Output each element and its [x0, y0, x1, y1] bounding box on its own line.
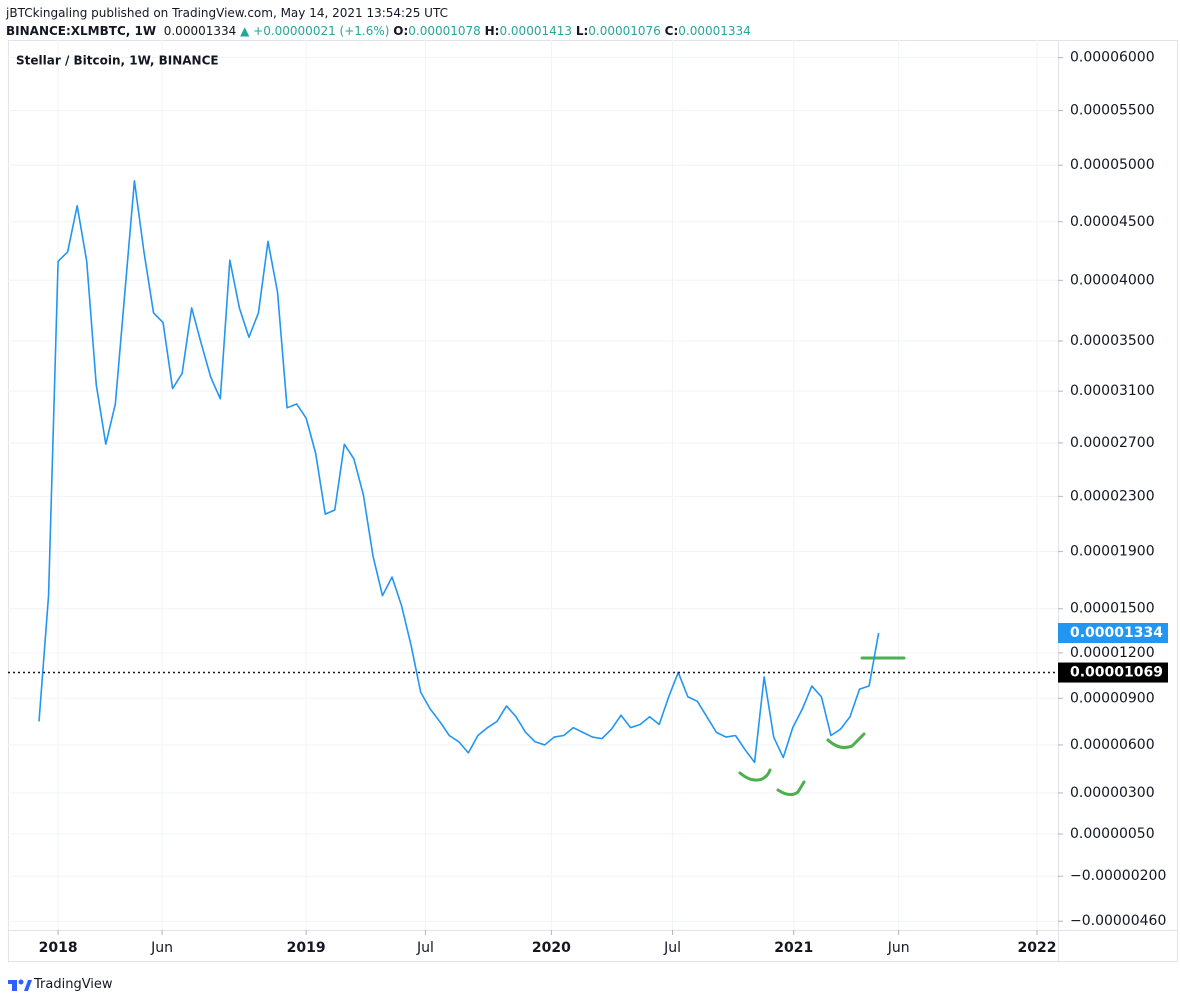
- y-tick-label: 0.00001500: [1070, 601, 1155, 617]
- ohlc-value: 0.00001078: [408, 24, 481, 38]
- x-tick-label: 2018: [39, 940, 78, 956]
- y-tick-label: 0.00000600: [1070, 737, 1155, 753]
- x-tick-label: 2020: [532, 940, 571, 956]
- header: jBTCkingaling published on TradingView.c…: [6, 4, 751, 40]
- y-tick-label: 0.00005000: [1070, 157, 1155, 173]
- x-tick-label: 2019: [287, 940, 326, 956]
- drawing-curve: [776, 780, 806, 797]
- brand: TradingView: [34, 977, 113, 992]
- y-tick-label: 0.00001900: [1070, 544, 1155, 560]
- published: published on TradingView.com, May 14, 20…: [91, 6, 448, 20]
- header-line: jBTCkingaling published on TradingView.c…: [6, 4, 751, 22]
- ohlc-label: L:: [575, 24, 589, 38]
- x-tick-label: 2021: [774, 940, 813, 956]
- author: jBTCkingaling: [6, 6, 88, 20]
- price-line-series: [38, 180, 880, 764]
- y-tick-label: 0.00000900: [1070, 690, 1155, 706]
- y-tick-label: −0.00000460: [1070, 913, 1166, 929]
- x-tick-label: Jul: [663, 940, 681, 956]
- header-line: BINANCE:XLMBTC, 1W 0.00001334 ▲ +0.00000…: [6, 22, 751, 40]
- y-tick-label: 0.00004500: [1070, 214, 1155, 230]
- ohlc-label: O:: [393, 24, 409, 38]
- ohlc-label: C:: [664, 24, 679, 38]
- ohlc-value: 0.00001076: [588, 24, 661, 38]
- y-tick-label: 0.00003500: [1070, 333, 1155, 349]
- last: 0.00001334: [163, 24, 237, 38]
- ohlc-value: 0.00001334: [678, 24, 751, 38]
- x-tick-label: Jun: [887, 940, 910, 956]
- y-tick-label: −0.00000200: [1070, 868, 1166, 884]
- y-tick-label: 0.00006000: [1070, 50, 1155, 66]
- chart: Stellar / Bitcoin, 1W, BINANCE 0.0000600…: [8, 40, 1178, 962]
- drawings: [738, 656, 906, 797]
- price-line-label: 0.00001069: [1070, 665, 1163, 681]
- y-tick-label: 0.00002300: [1070, 488, 1155, 504]
- last-price-label: 0.00001334: [1070, 625, 1163, 641]
- ohlc-label: H:: [484, 24, 500, 38]
- y-tick-label: 0.00002700: [1070, 435, 1155, 451]
- last-price-tag: [1058, 623, 1168, 644]
- logo: [8, 979, 32, 991]
- ohlc: O:0.00001078 H:0.00001413 L:0.00001076 C…: [393, 24, 751, 38]
- x-tick-label: 2022: [1018, 940, 1057, 956]
- y-tick-label: 0.00001200: [1070, 645, 1155, 661]
- y-tick-label: 0.00000300: [1070, 785, 1155, 801]
- price-line-tag: [1058, 662, 1168, 683]
- drawing-curve: [826, 732, 866, 749]
- chart-frame: [8, 40, 1178, 962]
- x-tick-label: Jun: [150, 940, 173, 956]
- symbol: BINANCE:XLMBTC, 1W: [6, 24, 157, 38]
- y-tick-label: 0.00000050: [1070, 826, 1155, 842]
- change: ▲ +0.00000021 (+1.6%): [240, 24, 390, 38]
- y-tick-label: 0.00005500: [1070, 103, 1155, 119]
- y-tick-label: 0.00003100: [1070, 383, 1155, 399]
- grid: [8, 40, 1058, 930]
- ohlc-value: 0.00001413: [499, 24, 572, 38]
- x-tick-label: Jul: [416, 940, 434, 956]
- chart-title: Stellar / Bitcoin, 1W, BINANCE: [16, 54, 219, 68]
- drawing-curve: [738, 768, 772, 782]
- y-tick-label: 0.00004000: [1070, 272, 1155, 288]
